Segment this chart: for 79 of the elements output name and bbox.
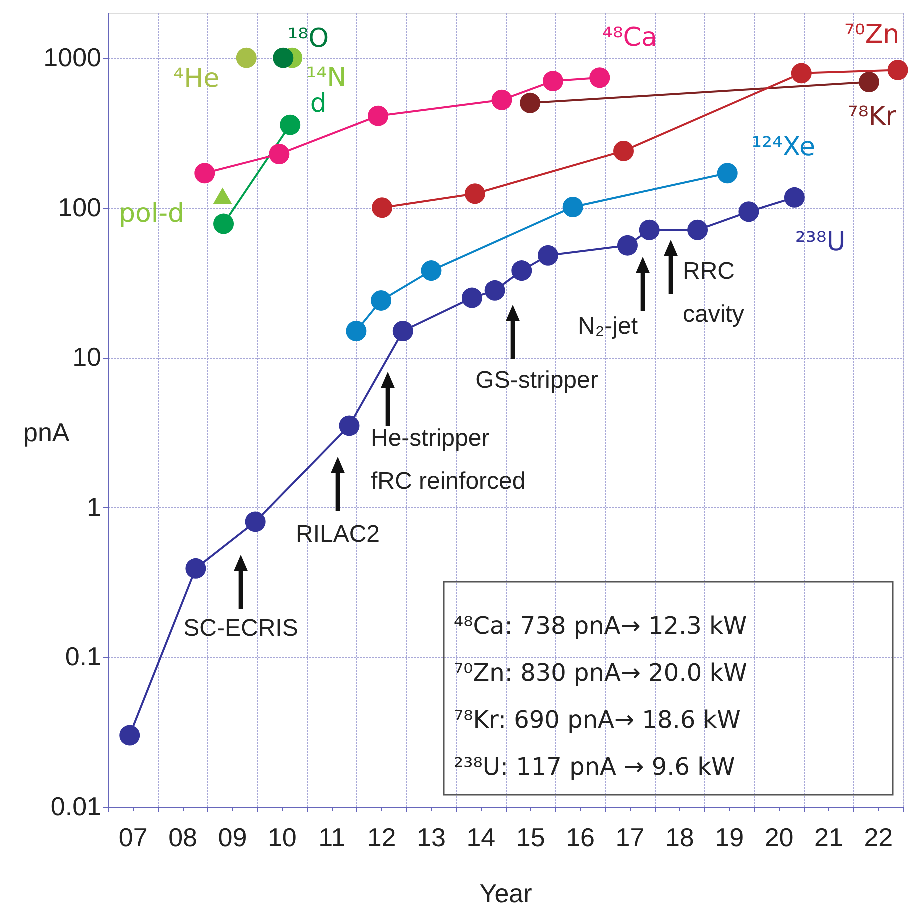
- point: [512, 260, 532, 282]
- x-tick-label: 08: [168, 822, 198, 852]
- x-tick-label: 12: [367, 822, 396, 852]
- point: [542, 71, 564, 92]
- x-tick-label: 09: [218, 822, 248, 852]
- point: [562, 196, 584, 218]
- point: [738, 202, 760, 222]
- x-tick-label: 19: [715, 822, 744, 852]
- point: [617, 235, 638, 256]
- annotation: ²³⁸U: 117 pnA → 9.6 kW: [454, 753, 736, 781]
- point: [346, 321, 367, 342]
- series-label: pol-d: [119, 199, 185, 230]
- x-tick-label: 17: [616, 822, 645, 852]
- y-tick-label: 0.01: [50, 792, 102, 822]
- x-tick-label: 18: [665, 822, 694, 852]
- series-label: ⁴He: [174, 64, 220, 94]
- point: [392, 321, 414, 342]
- series-label: ⁴⁸Ca: [602, 22, 658, 53]
- annotation: ⁴⁸Ca: 738 pnA→ 12.3 kW: [454, 612, 748, 640]
- x-tick-label: 07: [118, 822, 148, 852]
- point: [484, 280, 506, 301]
- point: [421, 260, 442, 282]
- point: [213, 188, 232, 204]
- y-tick-label: 0.1: [65, 642, 102, 672]
- point: [280, 114, 301, 136]
- series-label: ⁷⁸Kr: [848, 102, 897, 132]
- point: [590, 68, 610, 88]
- series-label: ⁷⁰Zn: [844, 20, 900, 50]
- point: [614, 140, 634, 162]
- point: [236, 48, 257, 68]
- annotation: He-stripper fRC reinforced: [371, 425, 526, 495]
- point: [372, 198, 393, 218]
- y-tick-label: 100: [58, 192, 102, 222]
- point: [245, 512, 266, 532]
- x-tick-label: 16: [566, 822, 595, 852]
- point: [639, 220, 660, 240]
- annotation: GS-stripper: [476, 367, 598, 394]
- annotation: RILAC2: [296, 521, 380, 548]
- x-axis-title: Year: [480, 878, 533, 908]
- x-tick-label: 13: [417, 822, 446, 852]
- x-tick-label: 10: [268, 822, 297, 852]
- point: [273, 48, 294, 68]
- x-tick-label: 11: [318, 822, 346, 852]
- x-tick-label: 14: [466, 822, 496, 852]
- point: [538, 245, 558, 266]
- series-label: ¹²⁴Xe: [752, 132, 816, 162]
- series-label: ¹⁸O: [288, 24, 330, 54]
- annotation: ⁷⁰Zn: 830 pnA→ 20.0 kW: [454, 659, 748, 687]
- point: [464, 184, 486, 204]
- y-tick-label: 10: [72, 342, 102, 372]
- annotation: RRC cavity: [683, 258, 744, 328]
- x-tick-label: 21: [814, 822, 844, 852]
- point: [194, 163, 216, 184]
- point: [214, 214, 234, 234]
- annotation: SC-ECRIS: [184, 615, 298, 642]
- point: [186, 558, 206, 579]
- point: [888, 60, 908, 80]
- x-tick-label: 22: [864, 822, 894, 852]
- point: [269, 144, 290, 164]
- x-tick-label: 15: [516, 822, 546, 852]
- point: [371, 290, 392, 311]
- point: [520, 92, 541, 114]
- point: [462, 288, 482, 308]
- x-tick-label: 20: [764, 822, 794, 852]
- point: [492, 90, 512, 110]
- point: [717, 163, 738, 184]
- annotation: N₂-jet: [578, 313, 638, 340]
- point: [339, 416, 360, 436]
- point: [688, 220, 708, 240]
- point: [791, 63, 812, 84]
- point: [120, 725, 140, 746]
- series-label: ²³⁸U: [796, 228, 846, 258]
- y-axis-title: pnA: [24, 418, 70, 448]
- annotation: ⁷⁸Kr: 690 pnA→ 18.6 kW: [454, 706, 741, 734]
- point: [858, 72, 880, 92]
- point: [784, 187, 805, 208]
- y-tick-label: 1000: [44, 42, 102, 73]
- point: [368, 106, 389, 126]
- y-tick-label: 1: [87, 492, 102, 522]
